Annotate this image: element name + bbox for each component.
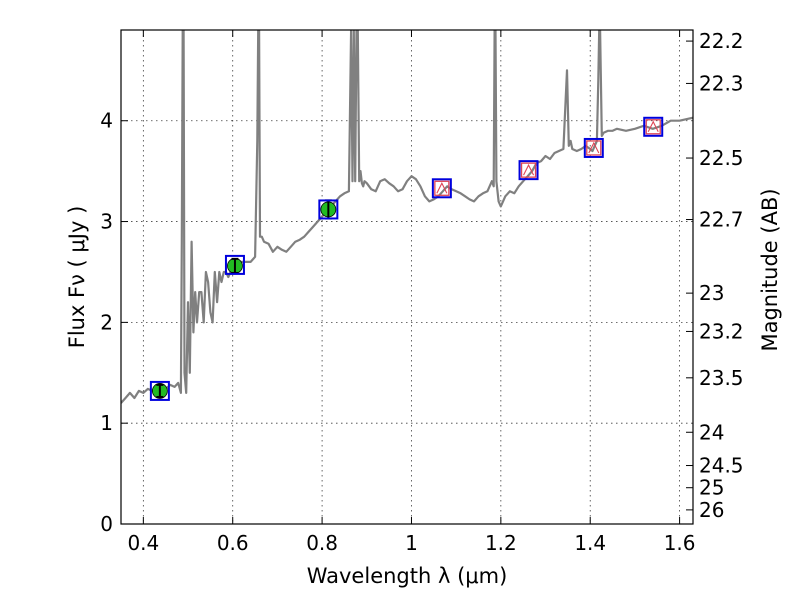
magnitude-tick-label: 23.5 xyxy=(699,366,744,390)
x-tick-label: 0.8 xyxy=(306,531,338,555)
magnitude-tick-label: 24.5 xyxy=(699,454,744,478)
magnitude-tick-label: 26 xyxy=(699,498,724,522)
spectrum-layer xyxy=(121,30,693,404)
nir-point-box xyxy=(586,140,602,156)
plot-frame xyxy=(120,29,694,525)
y-axis-label: Flux Fν ( μJy ) xyxy=(65,206,89,349)
x-tick-label: 0.4 xyxy=(127,531,159,555)
nir-point-marker xyxy=(436,182,448,194)
magnitude-tick-label: 22.7 xyxy=(699,208,744,232)
magnitude-tick-label: 22.3 xyxy=(699,71,744,95)
x-tick-label: 1.6 xyxy=(664,531,696,555)
y-tick-label: 1 xyxy=(100,411,113,435)
x-tick-label: 1 xyxy=(405,531,418,555)
model-point xyxy=(224,254,245,275)
y-tick-label: 2 xyxy=(100,310,113,334)
x-axis-label: Wavelength λ (μm) xyxy=(307,564,508,588)
model-point xyxy=(149,380,170,401)
nir-point-marker xyxy=(647,120,659,133)
nir-point-box xyxy=(520,162,537,178)
model-point xyxy=(583,137,604,158)
x-tick-label: 0.6 xyxy=(217,531,249,555)
model-point xyxy=(518,160,539,181)
nir-point-box xyxy=(434,180,450,196)
y-tick-label: 4 xyxy=(100,109,113,133)
y2-axis-label: Magnitude (AB) xyxy=(758,188,782,351)
magnitude-tick-label: 23.2 xyxy=(699,319,744,343)
model-point xyxy=(318,199,339,220)
model-point xyxy=(431,178,452,199)
magnitude-tick-label: 24 xyxy=(699,420,724,444)
magnitude-tick-label: 25 xyxy=(699,476,724,500)
spectrum-line xyxy=(121,30,693,404)
points-layer xyxy=(149,116,664,401)
x-tick-label: 1.2 xyxy=(485,531,517,555)
magnitude-tick-label: 22.5 xyxy=(699,146,744,170)
x-axis: 0.4 0.6 0.8 1 1.2 1.4 1.6 xyxy=(127,30,696,555)
magnitude-tick-label: 23 xyxy=(699,281,724,305)
y-axis: 0 1 2 3 4 xyxy=(100,109,128,536)
nir-point-box xyxy=(645,119,661,135)
nir-point-marker xyxy=(523,163,535,176)
nir-point-marker xyxy=(588,141,600,154)
x-tick-label: 1.4 xyxy=(574,531,606,555)
y-tick-label: 3 xyxy=(100,210,113,234)
y-tick-label: 0 xyxy=(100,512,113,536)
magnitude-tick-label: 22.2 xyxy=(699,29,744,53)
model-point xyxy=(643,116,664,137)
